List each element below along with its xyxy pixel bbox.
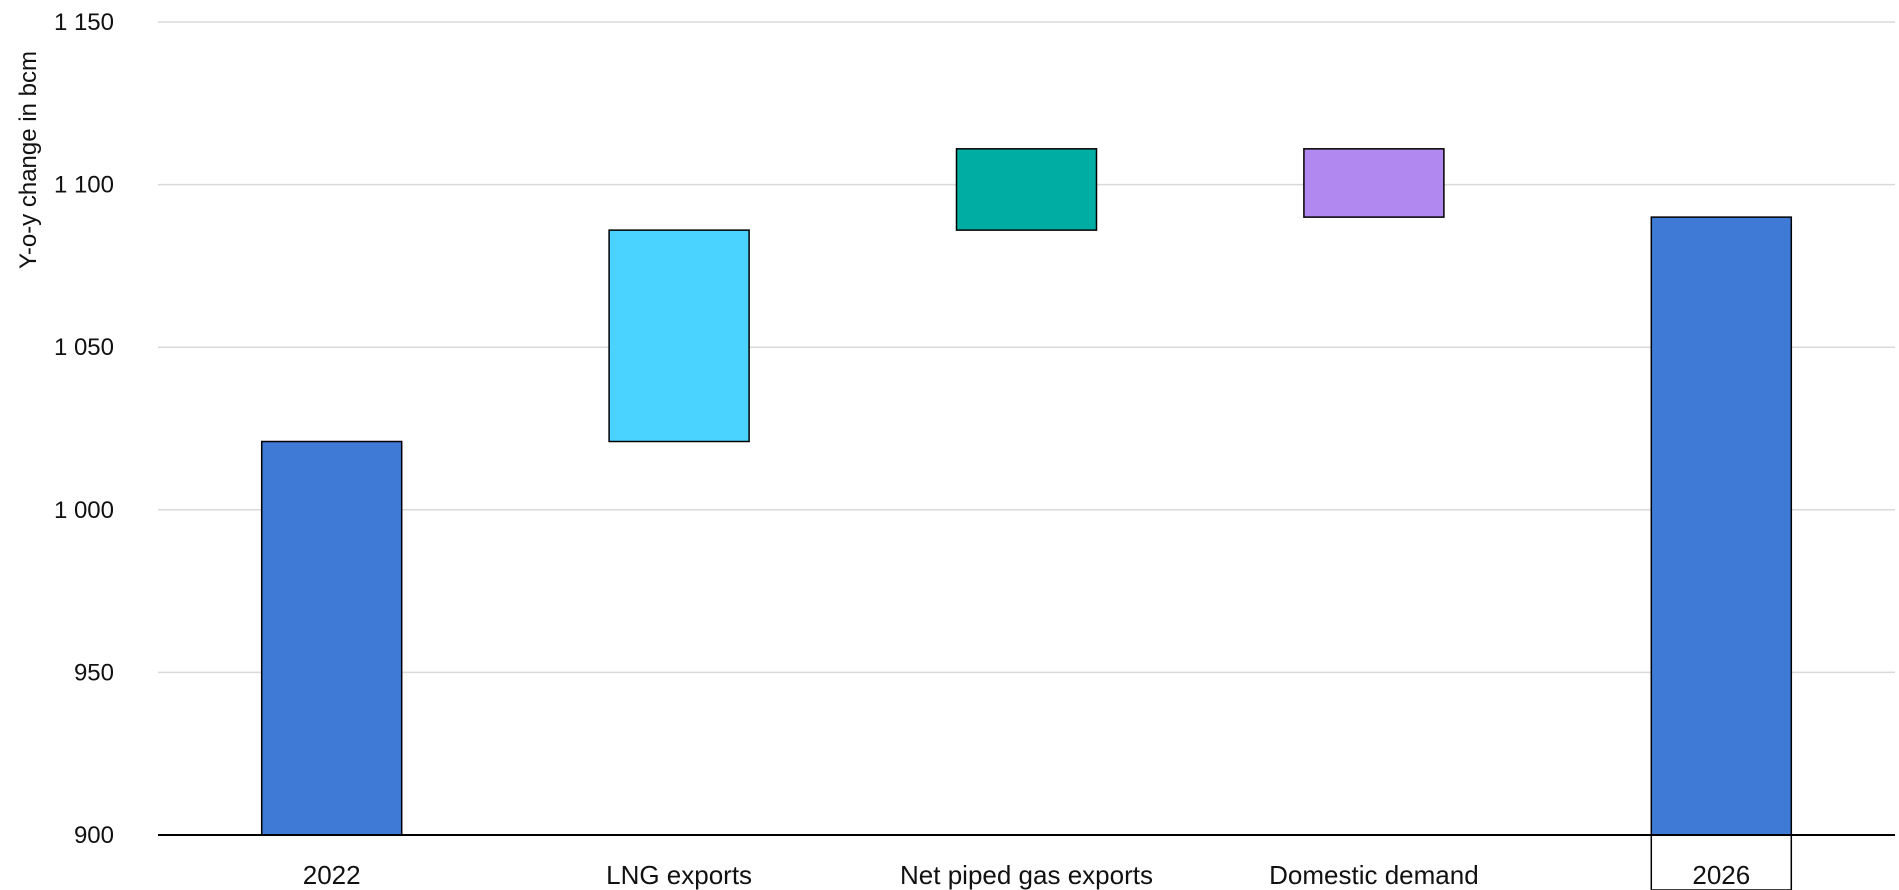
- y-axis-title: Y-o-y change in bcm: [15, 51, 42, 269]
- y-tick-label: 900: [74, 822, 114, 849]
- y-tick-label: 1 000: [54, 497, 114, 524]
- label-layer: 900 950 1 000 1 050 1 100 1 150 2022 LNG export…: [54, 9, 1750, 890]
- bar-2026: [1650, 216, 1793, 836]
- grid-layer: [158, 21, 1895, 674]
- last-category-frame: [1650, 835, 1793, 890]
- bar-2022: [260, 440, 403, 836]
- x-category-label: 2026: [1692, 860, 1750, 890]
- y-tick-label: 1 150: [54, 9, 114, 36]
- x-category-label: LNG exports: [606, 860, 752, 890]
- x-category-label: 2022: [303, 860, 361, 890]
- bar-net-piped-gas-exports: [955, 148, 1098, 231]
- x-category-label: Net piped gas exports: [900, 860, 1153, 890]
- x-category-label: Domestic demand: [1269, 860, 1479, 890]
- y-tick-label: 950: [74, 659, 114, 686]
- bar-layer: [260, 148, 1793, 836]
- bar-lng-exports: [608, 229, 750, 443]
- bar-domestic-demand: [1303, 148, 1445, 218]
- y-tick-label: 1 100: [54, 172, 114, 199]
- y-tick-label: 1 050: [54, 334, 114, 361]
- axis-layer: [158, 834, 1895, 890]
